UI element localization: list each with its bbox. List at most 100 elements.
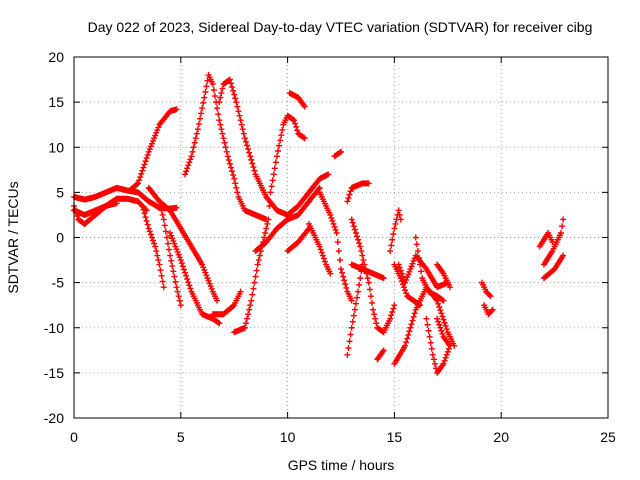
data-point xyxy=(415,254,422,261)
data-point xyxy=(255,257,262,264)
data-point xyxy=(443,326,450,333)
data-point xyxy=(263,225,270,232)
data-point xyxy=(201,94,208,101)
data-point xyxy=(72,206,79,213)
data-point xyxy=(440,360,447,367)
data-point xyxy=(217,121,224,128)
series-track-03 xyxy=(71,200,120,227)
data-point xyxy=(171,273,178,280)
series-track-19 xyxy=(344,180,372,205)
data-point xyxy=(153,248,160,255)
chart-title: Day 022 of 2023, Sidereal Day-to-day VTE… xyxy=(88,19,593,35)
data-point xyxy=(436,321,443,328)
data-point xyxy=(365,180,372,187)
data-point xyxy=(230,303,237,310)
data-point xyxy=(438,327,445,334)
data-point xyxy=(198,110,205,117)
data-point xyxy=(435,300,442,307)
data-point xyxy=(442,354,449,361)
data-point xyxy=(140,206,147,213)
data-point xyxy=(339,269,346,276)
data-point xyxy=(200,264,207,271)
data-point xyxy=(440,316,447,323)
data-point xyxy=(194,126,201,133)
series-track-22 xyxy=(344,261,366,358)
data-point xyxy=(354,233,361,240)
data-point xyxy=(144,221,151,228)
data-point xyxy=(113,200,120,207)
data-point xyxy=(301,135,308,142)
data-point xyxy=(444,348,451,355)
data-point xyxy=(319,252,326,259)
data-point xyxy=(334,239,341,246)
data-point xyxy=(163,234,170,241)
data-point xyxy=(170,268,177,275)
data-point xyxy=(139,167,146,174)
data-point xyxy=(408,263,415,270)
data-point xyxy=(358,248,365,255)
data-point xyxy=(192,135,199,142)
data-point xyxy=(152,243,159,250)
data-point xyxy=(412,234,419,241)
data-point xyxy=(366,286,373,293)
data-point xyxy=(167,229,174,236)
data-point xyxy=(140,164,147,171)
data-point xyxy=(197,115,204,122)
data-point xyxy=(367,293,374,300)
y-axis-label: SDTVAR / TECUs xyxy=(5,181,21,293)
data-point xyxy=(426,333,433,340)
series-track-14 xyxy=(284,225,312,255)
data-point xyxy=(229,84,236,91)
data-point xyxy=(205,277,212,284)
data-point xyxy=(320,255,327,262)
data-point xyxy=(274,148,281,155)
data-point xyxy=(254,261,261,268)
series-track-34 xyxy=(536,229,556,250)
data-point xyxy=(146,146,153,153)
data-point xyxy=(424,321,431,328)
data-point xyxy=(273,153,280,160)
series-track-05 xyxy=(139,202,167,291)
data-point xyxy=(143,155,150,162)
data-point xyxy=(341,277,348,284)
data-point xyxy=(216,99,223,106)
data-point xyxy=(169,263,176,270)
data-point xyxy=(350,312,357,319)
data-point xyxy=(174,248,181,255)
data-point xyxy=(409,260,416,267)
data-point xyxy=(232,95,239,102)
data-point xyxy=(245,311,252,318)
data-point xyxy=(235,108,242,115)
data-point xyxy=(358,268,365,275)
data-point xyxy=(390,231,397,238)
data-point xyxy=(217,94,224,101)
data-point xyxy=(244,315,251,322)
y-tick-label: -5 xyxy=(52,275,65,291)
data-point xyxy=(190,144,197,151)
data-point xyxy=(176,254,183,261)
data-point xyxy=(345,345,352,352)
data-point xyxy=(389,308,396,315)
x-tick-label: 5 xyxy=(177,429,185,445)
series-track-31 xyxy=(434,261,453,291)
data-point xyxy=(388,242,395,249)
data-point xyxy=(417,261,424,268)
data-point xyxy=(331,223,338,230)
data-point xyxy=(216,117,223,124)
data-point xyxy=(405,271,412,278)
data-point xyxy=(136,177,143,184)
x-tick-label: 10 xyxy=(280,429,296,445)
data-point xyxy=(338,266,344,273)
data-point xyxy=(211,93,218,100)
data-point xyxy=(279,126,286,133)
data-point xyxy=(559,223,566,230)
data-point xyxy=(142,158,149,165)
data-point xyxy=(134,181,141,188)
data-point xyxy=(266,202,273,209)
series-track-16 xyxy=(305,220,334,277)
y-tick-label: 20 xyxy=(48,49,64,65)
data-point xyxy=(156,261,163,268)
data-point xyxy=(427,339,434,346)
data-point xyxy=(247,153,254,160)
data-point xyxy=(187,156,194,163)
